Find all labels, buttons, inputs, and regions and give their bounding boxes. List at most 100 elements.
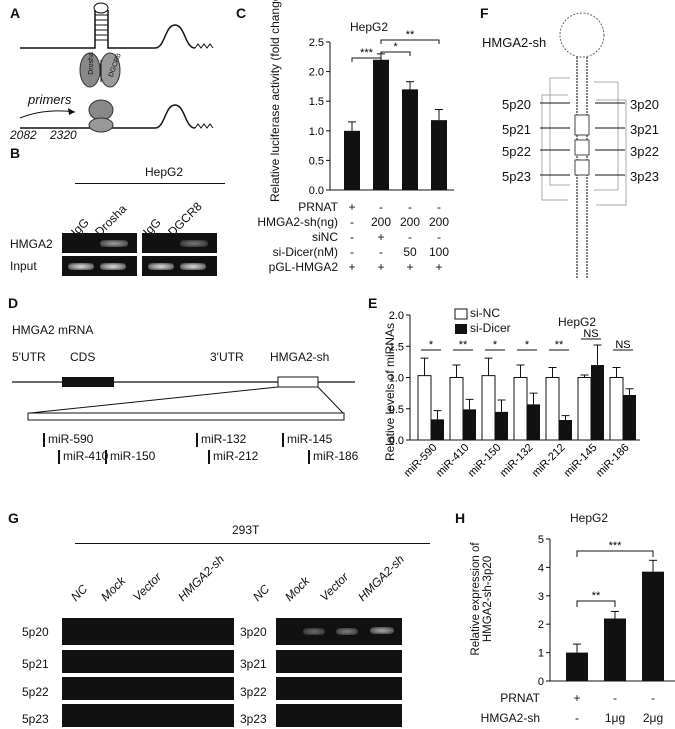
mrna-map [12, 376, 355, 464]
y-tick-label: 4 [538, 562, 544, 574]
sig-bracket [576, 550, 654, 557]
f-5p21: 5p21 [502, 122, 531, 137]
bar-si-dicer [495, 411, 508, 440]
table-cell: - [379, 200, 383, 214]
significance-label: * [493, 339, 498, 351]
table-cell: 50 [403, 245, 417, 259]
y-tick-label: 2 [538, 619, 544, 631]
g-lane-nc-r: NC [250, 581, 273, 604]
table-cell: - [350, 230, 354, 244]
table-cell: + [377, 230, 385, 244]
row-label: HMGA2-sh [480, 711, 540, 725]
bar-si-nc [545, 377, 560, 441]
panel-h-title: HepG2 [570, 511, 609, 525]
y-tick-label: 2.0 [389, 310, 404, 322]
table-cell: 200 [370, 215, 392, 229]
row-label: HMGA2-sh(ng) [257, 215, 338, 229]
bar-si-nc [609, 377, 624, 441]
bar [566, 652, 588, 681]
g-5p20: 5p20 [22, 625, 49, 639]
y-tick-label: 0.5 [389, 404, 404, 416]
table-cell: - [408, 230, 412, 244]
y-tick-label: 0.0 [389, 435, 404, 447]
gel-3p23 [276, 704, 402, 727]
band [68, 263, 94, 270]
significance-label: NS [583, 328, 598, 340]
table-cell: - [350, 245, 354, 259]
gel-5p21 [62, 650, 234, 673]
y-tick-label: 3 [538, 591, 544, 603]
band [370, 627, 394, 634]
gel-5p20 [62, 618, 234, 645]
panel-f-title: HMGA2-sh [482, 35, 547, 50]
y-tick-label: 1 [538, 648, 544, 660]
row-input: Input [10, 259, 37, 273]
g-3p21: 3p21 [240, 657, 267, 671]
gel-5p22 [62, 677, 234, 700]
sig-bracket [380, 51, 411, 56]
significance-label: NS [615, 339, 630, 351]
primers-label: primers [28, 92, 72, 107]
mir-145: miR-145 [287, 432, 333, 446]
table-cell: - [437, 230, 441, 244]
row-label: siNC [312, 230, 338, 244]
band [180, 263, 206, 270]
row-hmga2: HMGA2 [10, 237, 53, 251]
bar [344, 130, 360, 190]
f-5p22: 5p22 [502, 144, 531, 159]
bar [431, 120, 447, 190]
legend-si-dicer: si-Dicer [470, 321, 511, 335]
cds: CDS [70, 350, 96, 364]
bar-si-dicer [527, 404, 540, 440]
sig-bracket [351, 57, 382, 62]
panel-c: C HepG2 Relative luciferase activity (fo… [228, 0, 458, 290]
bar-si-nc [481, 375, 496, 441]
bar [402, 89, 418, 190]
significance-label: *** [609, 540, 623, 552]
g-lane-mock-r: Mock [282, 573, 313, 604]
band [180, 240, 208, 247]
y-tick-label: 0.0 [309, 185, 324, 197]
significance-label: * [429, 339, 434, 351]
panel-g-label: G [8, 510, 19, 526]
table-cell: - [437, 200, 441, 214]
hairpin-structure [540, 12, 627, 278]
bar-si-nc [513, 377, 528, 441]
bar-si-dicer [591, 365, 604, 440]
x-tick-label: miR-212 [530, 442, 568, 480]
y-tick-label: 1.5 [309, 96, 324, 108]
table-cell: + [435, 260, 443, 274]
sig-bracket [380, 39, 440, 44]
bar-si-nc [577, 377, 592, 441]
panel-h: H HepG2 Relative expression of HMGA2-sh-… [445, 505, 675, 729]
table-cell: 200 [399, 215, 421, 229]
significance-label: * [525, 339, 530, 351]
mir-212: miR-212 [213, 449, 259, 463]
mir-590: miR-590 [48, 432, 94, 446]
panel-b-cell: HepG2 [145, 165, 184, 179]
g-5p21: 5p21 [22, 657, 49, 671]
mir-410: miR-410 [63, 449, 109, 463]
y-tick-label: 0 [538, 676, 544, 688]
panel-d-title: HMGA2 mRNA [12, 323, 94, 337]
panel-f-label: F [480, 5, 489, 21]
significance-label: * [393, 41, 398, 53]
g-lane-vector-l: Vector [130, 569, 165, 604]
y-tick-label: 1.0 [389, 373, 404, 385]
panel-d: D HMGA2 mRNA 5'UTR CDS 3'UTR HMGA2-sh mi… [0, 290, 360, 475]
significance-label: *** [360, 47, 374, 59]
band [148, 263, 174, 270]
panel-g: G 293T NC Mock Vector HMGA2-sh NC Mock V… [0, 505, 430, 729]
f-5p23: 5p23 [502, 169, 531, 184]
bar [373, 59, 389, 191]
g-lane-nc-l: NC [68, 581, 91, 604]
table-cell: + [377, 260, 385, 274]
significance-label: ** [592, 590, 601, 602]
f-3p22: 3p22 [630, 144, 659, 159]
table-cell: - [651, 691, 655, 705]
g-lane-vector-r: Vector [317, 569, 352, 604]
table-cell: - [613, 691, 617, 705]
gel-b1-top [62, 233, 137, 253]
y-tick-label: 5 [538, 534, 544, 546]
pos-2320-label: 2320 [50, 128, 77, 142]
